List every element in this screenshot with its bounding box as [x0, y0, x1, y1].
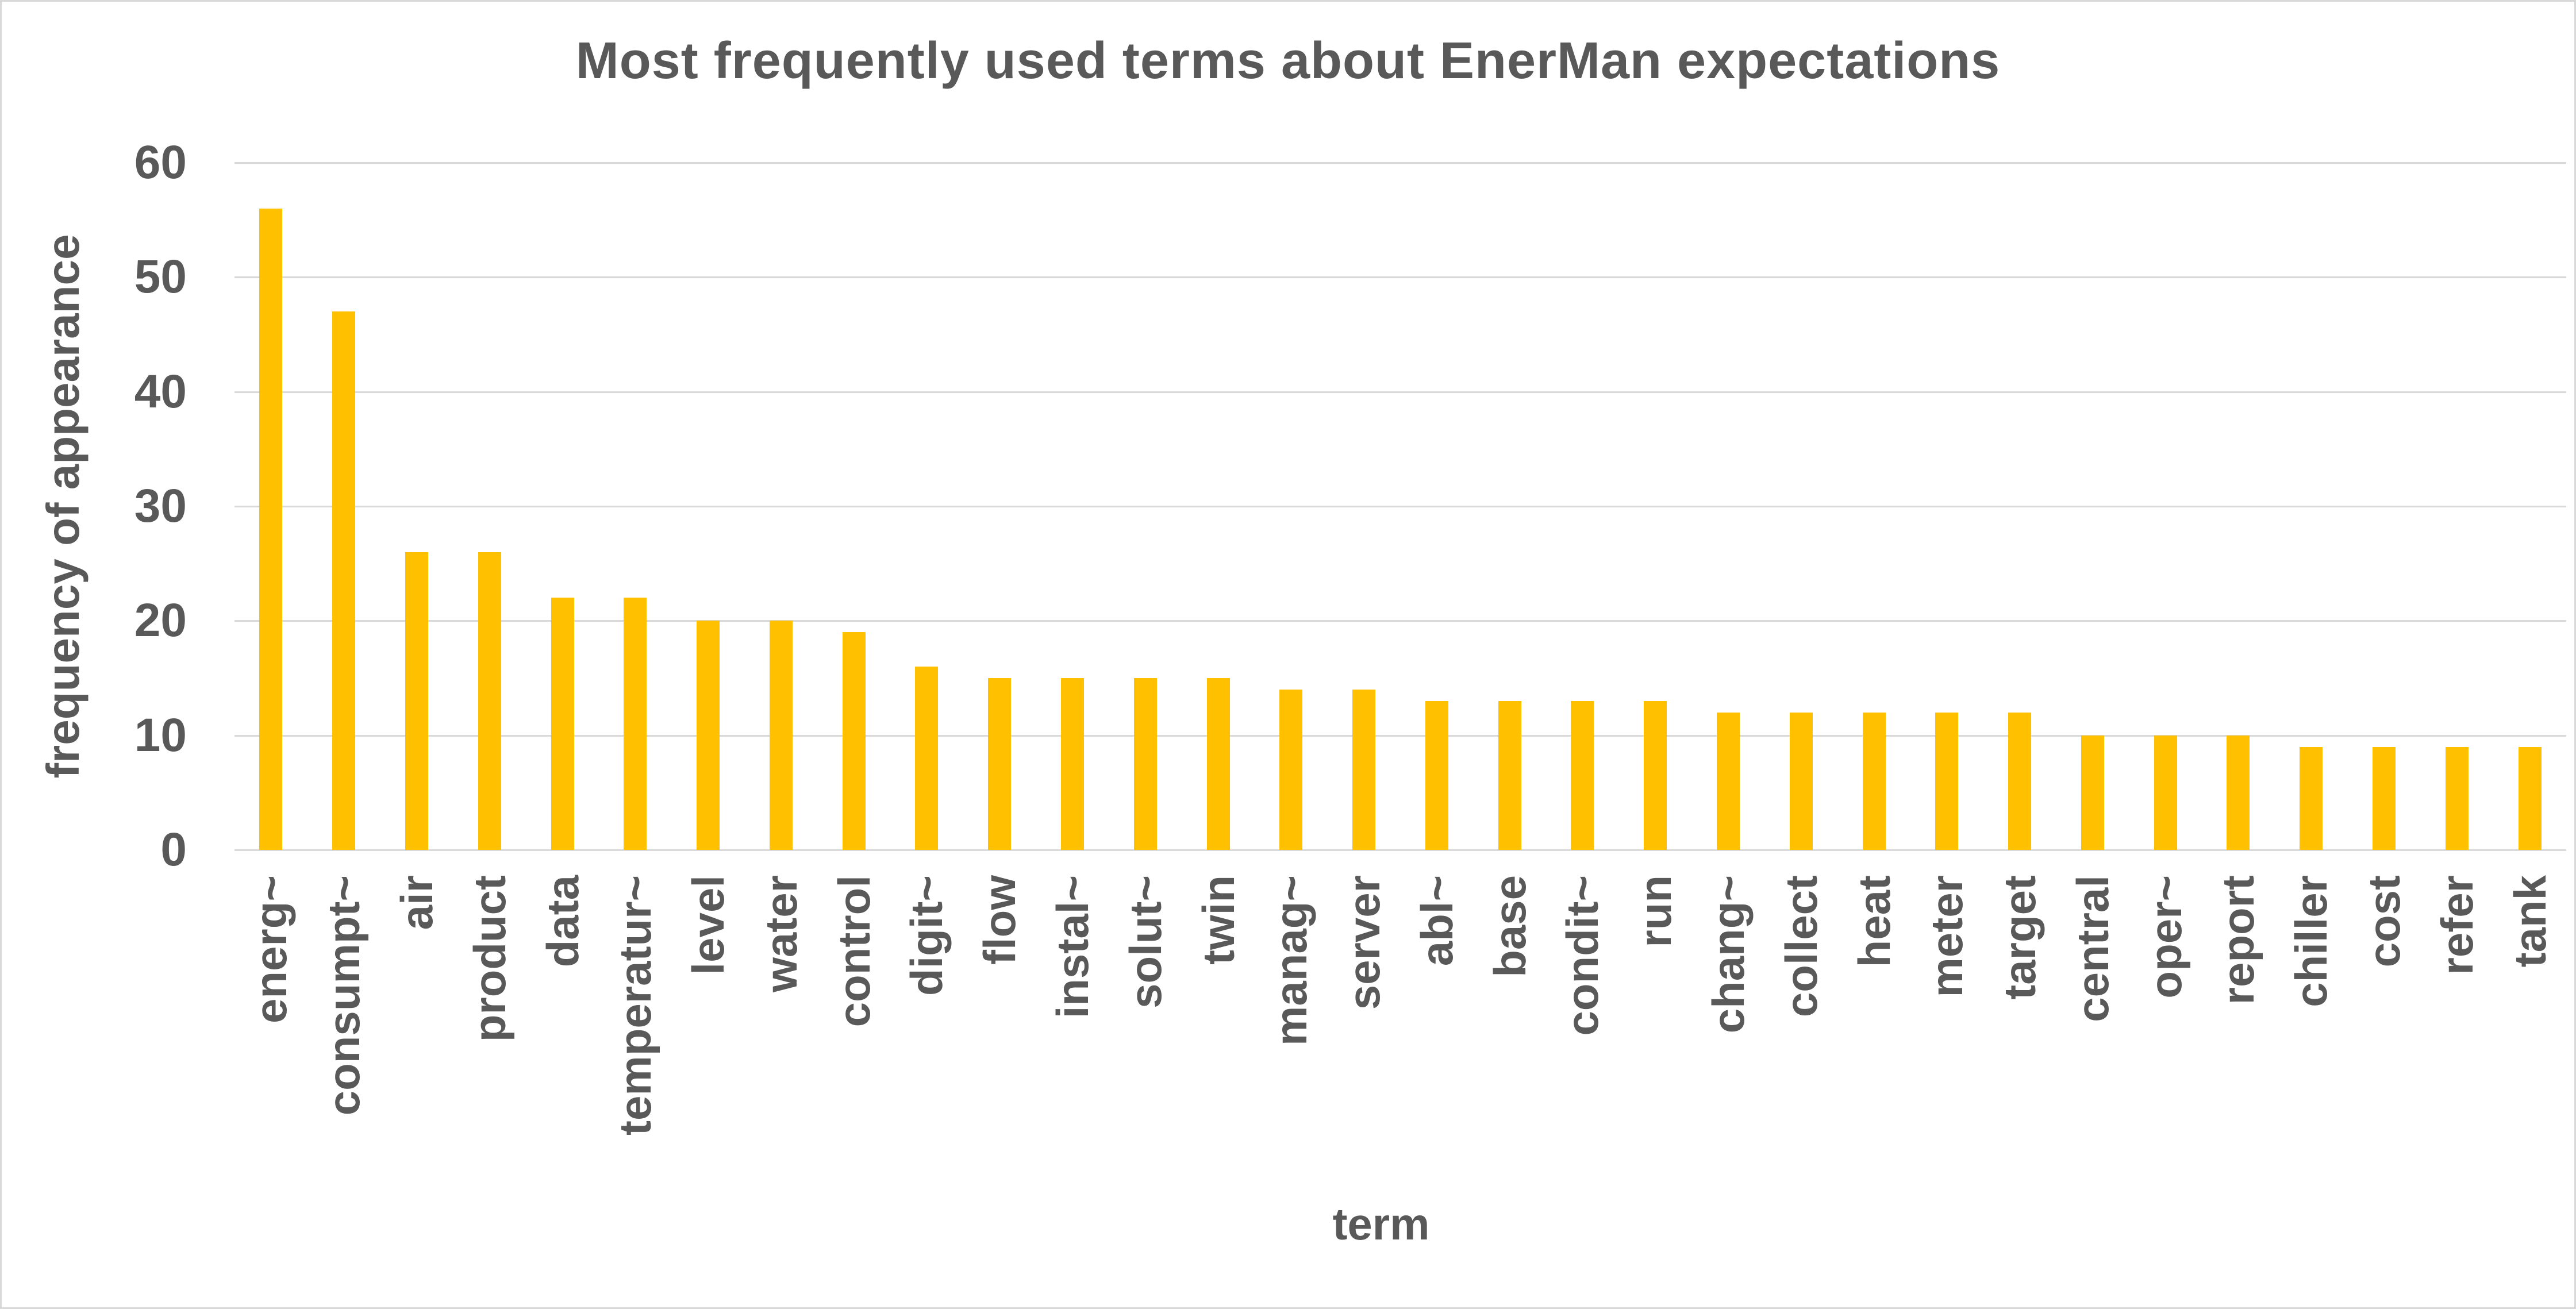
- x-category-label: condit~: [1557, 875, 1608, 1036]
- bar: [697, 621, 720, 850]
- bar: [1352, 689, 1376, 850]
- bar: [769, 621, 793, 850]
- x-category-label: solut~: [1120, 875, 1171, 1008]
- chart-title: Most frequently used terms about EnerMan…: [575, 32, 2001, 90]
- bar: [1498, 700, 1521, 850]
- x-category-label: abl~: [1411, 875, 1462, 967]
- bar: [1133, 678, 1157, 850]
- x-category-label: digit~: [901, 875, 952, 996]
- y-tick-label: 40: [134, 365, 187, 418]
- bar: [2445, 746, 2469, 850]
- y-tick-label: 30: [134, 480, 187, 532]
- x-category-label: collect: [1775, 875, 1827, 1018]
- bar: [2373, 746, 2396, 850]
- x-category-label: report: [2213, 875, 2264, 1005]
- x-category-label: base: [1484, 875, 1535, 977]
- gridline: [234, 620, 2566, 622]
- bar: [1279, 689, 1303, 850]
- bar: [1425, 700, 1448, 850]
- bar: [2518, 746, 2542, 850]
- x-category-label: tank: [2504, 875, 2555, 968]
- x-category-label: water: [755, 875, 806, 992]
- bar: [842, 632, 866, 850]
- bar: [551, 598, 574, 850]
- x-category-label: central: [2067, 875, 2118, 1022]
- x-category-label: target: [1994, 875, 2046, 1000]
- bar: [1571, 700, 1594, 850]
- bar: [624, 598, 647, 850]
- x-category-label: twin: [1193, 875, 1244, 965]
- x-category-label: air: [391, 875, 442, 930]
- x-category-label: refer: [2431, 875, 2482, 975]
- y-tick-label: 0: [160, 823, 187, 876]
- x-category-label: server: [1339, 875, 1390, 1010]
- x-category-label: chang~: [1703, 875, 1754, 1034]
- bar: [332, 311, 356, 850]
- bar: [1060, 678, 1084, 850]
- bar: [1206, 678, 1230, 850]
- x-category-label: run: [1630, 875, 1681, 948]
- bar: [1789, 712, 1813, 850]
- bar: [1862, 712, 1886, 850]
- y-tick-label: 20: [134, 594, 187, 647]
- gridline: [234, 734, 2566, 737]
- x-category-label: chiller: [2286, 875, 2337, 1007]
- bar: [1935, 712, 1959, 850]
- x-category-label: cost: [2359, 875, 2410, 968]
- x-category-label: level: [683, 875, 734, 975]
- x-category-label: meter: [1921, 875, 1973, 998]
- bar: [2081, 735, 2104, 850]
- x-category-label: temperatur~: [610, 875, 661, 1135]
- gridline: [234, 162, 2566, 164]
- y-tick-label: 50: [134, 251, 187, 303]
- x-category-label: oper~: [2140, 875, 2191, 999]
- bar: [1717, 712, 1740, 850]
- gridline: [234, 276, 2566, 279]
- bar: [259, 208, 283, 850]
- bar: [405, 552, 428, 850]
- bar: [988, 678, 1012, 850]
- bar: [2227, 735, 2250, 850]
- bar: [2008, 712, 2032, 850]
- y-tick-label: 60: [134, 136, 187, 188]
- x-category-label: flow: [974, 875, 1025, 965]
- gridline: [234, 849, 2566, 851]
- bar: [2300, 746, 2323, 850]
- y-tick-label: 10: [134, 709, 187, 761]
- y-axis-title: frequency of appearance: [37, 234, 89, 779]
- bar: [478, 552, 501, 850]
- gridline: [234, 506, 2566, 507]
- x-category-label: data: [537, 875, 588, 968]
- bar: [1644, 700, 1667, 850]
- x-axis-title: term: [1332, 1199, 1430, 1249]
- x-category-label: heat: [1848, 875, 1900, 968]
- gridline: [234, 391, 2566, 393]
- x-category-label: instal~: [1047, 875, 1098, 1019]
- x-category-label: energ~: [245, 875, 297, 1023]
- x-category-label: product: [464, 875, 515, 1042]
- x-category-label: consumpt~: [318, 875, 370, 1116]
- bar: [915, 667, 939, 850]
- x-category-label: control: [828, 875, 879, 1027]
- bar: [2154, 735, 2177, 850]
- x-category-label: manag~: [1266, 875, 1317, 1046]
